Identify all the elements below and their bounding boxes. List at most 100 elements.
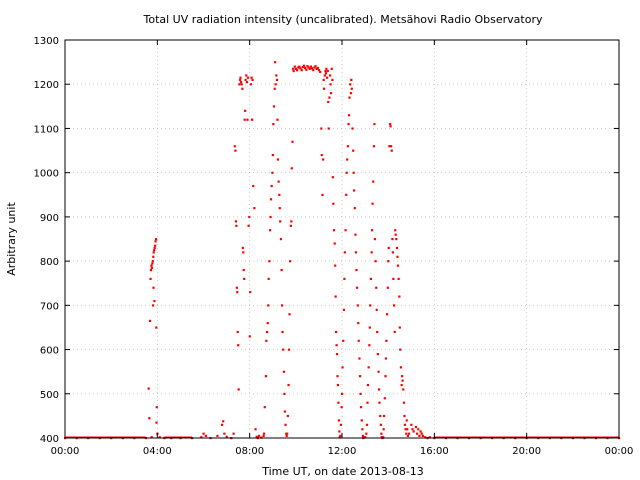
- data-point: [337, 401, 340, 404]
- data-point: [354, 233, 357, 236]
- data-point: [247, 224, 250, 227]
- data-point: [349, 83, 352, 86]
- data-point: [386, 286, 389, 289]
- data-point: [399, 366, 403, 369]
- data-point: [154, 240, 157, 243]
- data-point: [343, 251, 346, 254]
- data-point: [342, 308, 346, 311]
- x-tick-label: 00:00: [51, 446, 80, 457]
- data-point: [400, 383, 403, 387]
- data-point: [356, 304, 359, 307]
- y-tick-label: 1300: [34, 36, 59, 47]
- data-point: [347, 114, 351, 117]
- data-point: [239, 81, 243, 84]
- data-point: [150, 264, 153, 267]
- data-point: [299, 67, 302, 70]
- data-point: [373, 238, 376, 241]
- data-point: [289, 224, 292, 227]
- y-tick-label: 800: [40, 257, 59, 268]
- data-point: [250, 76, 253, 79]
- data-point: [366, 383, 370, 387]
- data-point: [150, 266, 153, 269]
- data-point: [239, 76, 242, 79]
- data-point: [148, 417, 151, 420]
- x-tick-label: 00:00: [605, 446, 634, 457]
- data-point: [418, 434, 421, 437]
- data-point: [322, 78, 325, 81]
- data-point: [274, 83, 277, 86]
- data-point: [355, 268, 358, 272]
- y-tick-label: 1200: [34, 80, 59, 91]
- data-point: [345, 193, 348, 196]
- data-point: [282, 370, 286, 373]
- data-point: [151, 304, 155, 307]
- data-point: [223, 432, 226, 435]
- data-point: [266, 322, 269, 325]
- data-point: [250, 118, 254, 121]
- data-point: [238, 78, 242, 81]
- data-point: [310, 67, 314, 70]
- data-point: [275, 74, 278, 77]
- data-point: [238, 83, 241, 86]
- data-point: [154, 244, 157, 247]
- data-point: [255, 435, 258, 438]
- data-point: [280, 304, 284, 307]
- data-point: [329, 92, 333, 95]
- data-point: [325, 76, 329, 79]
- data-point: [242, 268, 245, 272]
- data-point: [375, 308, 378, 311]
- data-point: [331, 176, 334, 179]
- data-point: [395, 238, 398, 241]
- data-point: [398, 295, 401, 298]
- data-point: [286, 432, 289, 435]
- data-point: [220, 423, 224, 426]
- data-point: [234, 149, 237, 152]
- data-point: [384, 357, 388, 360]
- data-point: [232, 432, 235, 435]
- data-point: [365, 423, 369, 426]
- data-point: [321, 193, 324, 196]
- data-point: [387, 260, 390, 263]
- data-point: [151, 262, 154, 265]
- data-point: [340, 406, 343, 409]
- data-point: [290, 220, 293, 223]
- data-point: [263, 406, 266, 409]
- data-point: [372, 145, 376, 148]
- data-point: [338, 436, 341, 439]
- data-point: [326, 69, 329, 73]
- data-point: [369, 304, 372, 307]
- data-point: [407, 432, 411, 435]
- y-tick-label: 600: [40, 346, 59, 357]
- data-point: [271, 153, 274, 157]
- data-point: [158, 436, 161, 439]
- data-point: [235, 224, 238, 227]
- data-point: [155, 326, 158, 329]
- data-point: [385, 339, 388, 342]
- data-point: [275, 78, 279, 81]
- data-point: [411, 428, 414, 431]
- data-point: [405, 419, 408, 422]
- data-point: [278, 207, 281, 210]
- data-point: [249, 291, 252, 294]
- data-point: [240, 83, 243, 86]
- data-point: [396, 264, 400, 267]
- data-point: [327, 127, 330, 130]
- data-point: [335, 352, 339, 356]
- data-point: [367, 366, 370, 369]
- data-point: [322, 158, 325, 161]
- data-point: [328, 74, 332, 77]
- x-axis-label: Time UT, on date 2013-08-13: [261, 465, 424, 478]
- data-point: [350, 78, 353, 81]
- data-point: [300, 69, 303, 72]
- data-point: [420, 432, 423, 435]
- data-point: [148, 319, 152, 323]
- data-point: [274, 61, 277, 64]
- data-point: [243, 277, 246, 280]
- data-point: [396, 255, 399, 258]
- data-point: [276, 118, 279, 121]
- data-point: [150, 436, 153, 439]
- data-point: [301, 65, 304, 69]
- data-point: [359, 392, 362, 395]
- data-point: [392, 277, 395, 280]
- data-point: [151, 260, 154, 263]
